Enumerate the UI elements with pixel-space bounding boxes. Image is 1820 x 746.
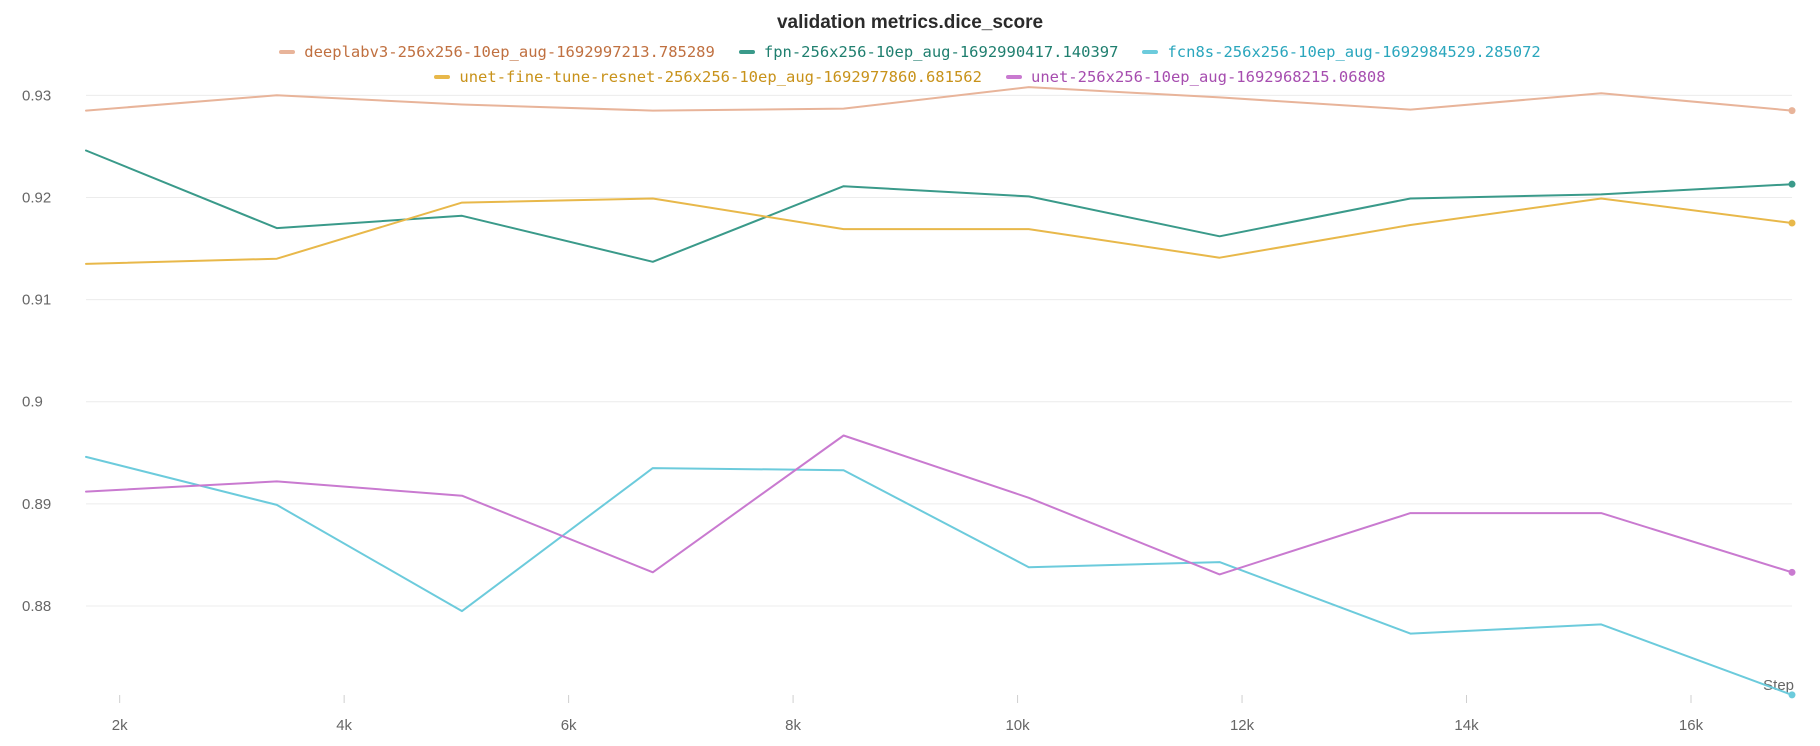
x-tick-label: 6k	[561, 717, 577, 734]
legend-label: fpn-256x256-10ep_aug-1692990417.140397	[763, 43, 1119, 61]
series-line	[85, 455, 1793, 696]
legend-item[interactable]: unet-fine-tune-resnet-256x256-10ep_aug-1…	[434, 68, 982, 86]
x-tick-label: 8k	[785, 717, 801, 734]
y-tick-label: 0.9	[22, 394, 43, 411]
series-line	[85, 86, 1793, 112]
legend-row: unet-fine-tune-resnet-256x256-10ep_aug-1…	[0, 68, 1820, 86]
legend-label: deeplabv3-256x256-10ep_aug-1692997213.78…	[304, 43, 715, 61]
series-end-point	[1788, 219, 1796, 227]
y-tick-label: 0.92	[22, 189, 51, 206]
legend-item[interactable]: deeplabv3-256x256-10ep_aug-1692997213.78…	[279, 43, 715, 61]
x-tick-label: 12k	[1230, 717, 1255, 734]
x-tick-label: 14k	[1454, 717, 1479, 734]
legend-row: deeplabv3-256x256-10ep_aug-1692997213.78…	[0, 43, 1820, 61]
x-tick-label: 16k	[1679, 717, 1704, 734]
x-tick-label: 10k	[1005, 717, 1030, 734]
series-line	[85, 149, 1793, 263]
y-tick-label: 0.89	[22, 496, 51, 513]
series-end-point	[1788, 107, 1796, 115]
x-tick-label: 2k	[112, 717, 128, 734]
legend-swatch	[738, 50, 755, 54]
legend-swatch	[434, 75, 451, 79]
legend-item[interactable]: fpn-256x256-10ep_aug-1692990417.140397	[738, 43, 1119, 61]
x-tick-label: 4k	[336, 717, 352, 734]
legend-item[interactable]: fcn8s-256x256-10ep_aug-1692984529.285072	[1142, 43, 1541, 61]
series-end-point	[1788, 691, 1796, 699]
y-tick-label: 0.93	[22, 87, 51, 104]
series-end-point	[1788, 568, 1796, 576]
legend-swatch	[279, 50, 296, 54]
legend-swatch	[1142, 50, 1159, 54]
legend-swatch	[1005, 75, 1022, 79]
legend-item[interactable]: unet-256x256-10ep_aug-1692968215.06808	[1005, 68, 1386, 86]
legend-label: unet-fine-tune-resnet-256x256-10ep_aug-1…	[459, 68, 982, 86]
legend-label: fcn8s-256x256-10ep_aug-1692984529.285072	[1167, 43, 1541, 61]
series-end-point	[1788, 180, 1796, 188]
y-tick-label: 0.88	[22, 598, 51, 615]
x-axis-label: Step	[1763, 677, 1794, 694]
series-line	[85, 197, 1793, 265]
series-line	[85, 434, 1793, 576]
y-tick-label: 0.91	[22, 292, 51, 309]
chart-title: validation metrics.dice_score	[776, 12, 1044, 33]
legend-label: unet-256x256-10ep_aug-1692968215.06808	[1030, 68, 1386, 86]
